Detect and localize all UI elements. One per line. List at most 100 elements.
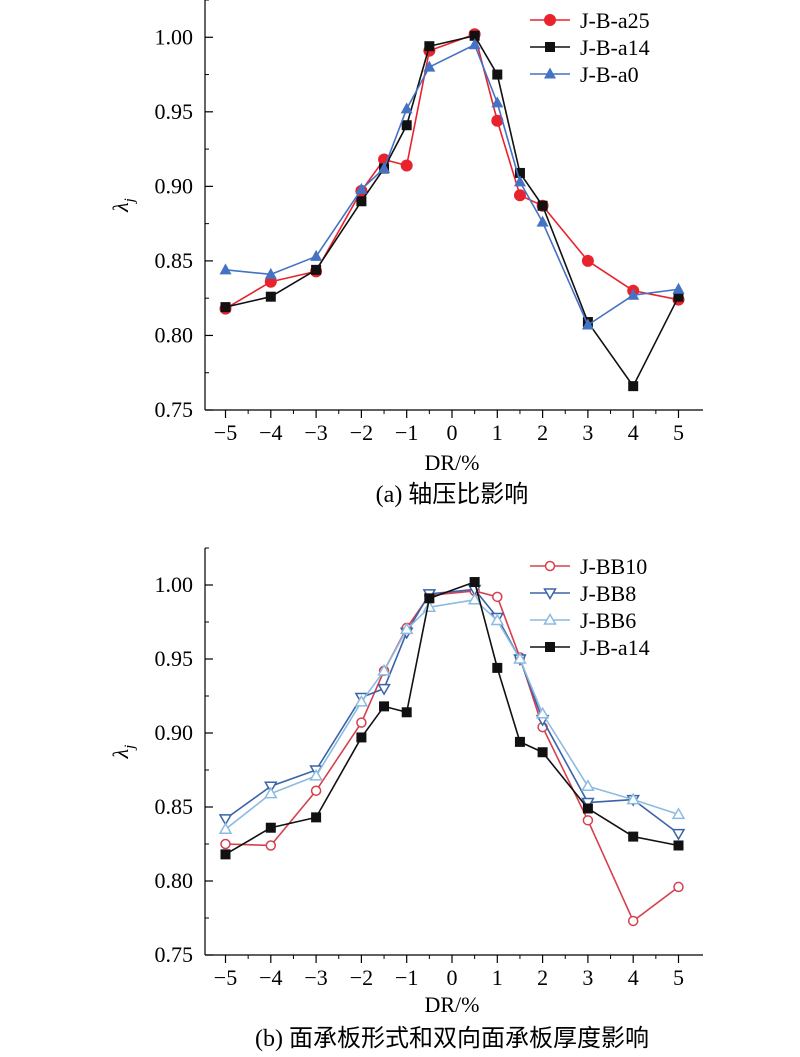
data-point-j-bb6 [581,779,595,792]
y-axis-label: λj [108,745,138,760]
data-point-j-b-a0 [581,318,594,330]
data-point-j-bb10 [265,840,277,851]
legend-marker-j-bb6 [543,613,557,625]
x-tick-label: −2 [350,420,373,445]
data-point-j-b-a14 [673,291,684,302]
x-tick-label: −2 [350,965,373,990]
x-tick-label: 0 [447,965,458,990]
panel-a-caption: (a) 轴压比影响 [376,481,529,508]
data-point-j-b-a14 [379,701,390,712]
data-point-j-b-a0 [264,267,277,279]
legend-label-j-b-a14: J-B-a14 [580,35,650,60]
x-tick-label: 5 [673,965,684,990]
data-point-j-bb10 [627,915,639,927]
legend-marker-j-bb8 [543,588,557,600]
x-tick-label: 2 [537,420,548,445]
data-point-j-bb6 [535,706,550,719]
data-point-j-b-a0 [468,38,481,50]
data-point-j-b-a0 [378,161,391,173]
legend-label-j-bb6: J-BB6 [580,608,636,633]
x-tick-label: 1 [492,965,503,990]
data-point-j-b-a14 [220,302,231,313]
data-point-j-b-a14 [628,831,639,842]
series-line-j-bb8 [225,588,679,835]
data-point-j-b-a14 [311,264,322,275]
data-point-j-b-a14 [356,732,367,743]
data-point-j-bb10 [492,591,503,603]
data-point-j-bb6 [399,622,414,635]
series-line-j-b-a0 [225,43,679,326]
data-point-j-b-a25 [400,159,413,172]
data-point-j-b-a14 [514,167,525,178]
data-point-j-b-a14 [628,381,639,392]
data-point-j-b-a14 [582,803,593,814]
panel-b-caption: (b) 面承板形式和双向面承板厚度影响 [255,1025,649,1052]
data-point-j-bb10 [673,881,684,893]
series-line-j-b-a14 [225,34,680,387]
data-point-j-bb10 [356,717,367,728]
data-point-j-bb6 [467,592,482,605]
y-tick-label: 0.85 [155,248,194,273]
x-tick-label: −1 [395,420,418,445]
data-point-j-bb6 [309,768,323,781]
x-tick-label: 3 [582,420,593,445]
legend-label-j-bb10: J-BB10 [580,554,647,579]
data-point-j-b-a14 [469,30,480,41]
data-point-j-bb6 [626,792,641,805]
data-point-j-bb6 [354,694,369,707]
data-point-j-bb6 [513,652,527,664]
data-point-j-bb10 [310,785,322,796]
x-tick-label: −3 [304,420,327,445]
x-tick-label: 2 [537,965,548,990]
y-tick-label: 0.80 [155,322,194,347]
x-tick-label: 5 [673,420,684,445]
data-point-j-b-a0 [355,182,368,194]
legend-marker-j-b-a0 [544,67,556,79]
x-tick-label: 0 [447,420,458,445]
series-line-j-bb10 [225,590,679,922]
data-point-j-bb8 [218,814,233,826]
y-axis-label-symbol: λ [108,749,133,760]
data-point-j-b-a14 [265,291,276,302]
data-point-j-bb8 [671,828,686,841]
data-point-j-b-a14 [311,812,322,823]
data-point-j-b-a0 [219,263,232,275]
y-tick-label: 1.00 [155,24,194,49]
legend-marker-j-b-a25 [544,14,556,26]
x-tick-label: −1 [395,965,418,990]
legend-marker-j-b-a14 [545,642,555,652]
x-tick-label: 1 [492,420,503,445]
x-axis-label: DR/% [425,992,480,1017]
panel-a-chart: (a) 轴压比影响 0.75 0.80 0.85 0.90 0.95 1.00 −5 −4 −3… [108,0,703,508]
data-point-j-bb6 [671,807,686,820]
data-point-j-b-a14 [492,69,503,80]
series-line-j-b-a14 [225,581,679,856]
legend-marker-j-b-a14 [545,42,555,52]
y-tick-label: 0.95 [155,646,194,671]
legend-label-j-b-a0: J-B-a0 [580,62,639,87]
y-tick-label: 0.75 [155,942,194,967]
y-axis-label-symbol: λ [108,202,133,213]
x-tick-label: 3 [582,965,593,990]
legend-label-j-b-a25: J-B-a25 [580,8,650,33]
data-point-j-b-a0 [310,249,323,261]
y-axis-label-subscript: j [122,745,138,751]
data-point-j-b-a0 [400,102,413,114]
data-point-j-b-a14 [469,577,480,588]
data-point-j-b-a14 [220,849,231,860]
data-point-j-bb8 [581,797,595,810]
data-point-j-b-a14 [265,822,276,833]
data-point-j-b-a0 [513,175,526,187]
data-point-j-b-a14 [537,747,548,758]
data-point-j-bb10 [220,838,231,850]
data-point-j-b-a14 [673,840,684,851]
data-point-j-b-a14 [356,196,367,207]
data-point-j-bb6 [263,786,278,799]
data-point-j-bb6 [377,663,391,676]
y-tick-label: 0.80 [155,868,194,893]
x-tick-label: −5 [214,965,237,990]
data-point-j-b-a0 [536,215,549,227]
data-point-j-b-a0 [627,288,640,300]
x-axis-label: DR/% [425,450,480,475]
